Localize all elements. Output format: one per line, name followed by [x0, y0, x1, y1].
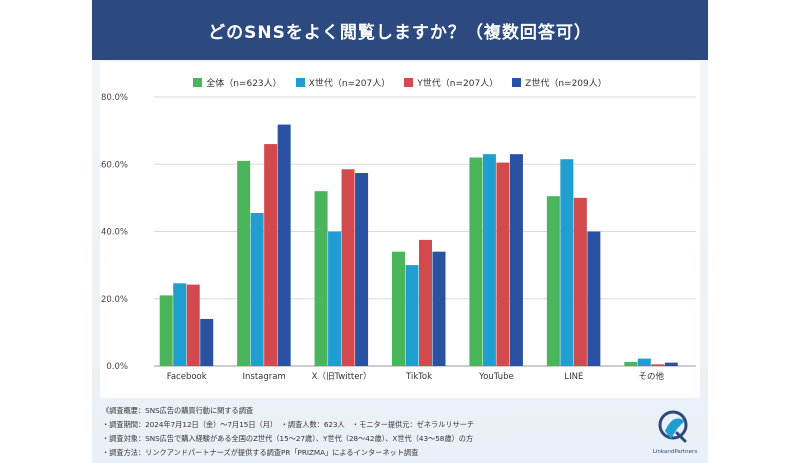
x-tick-label: Facebook	[167, 372, 207, 382]
logo-text: LinkandPartners	[653, 449, 698, 455]
logo-tail	[675, 431, 687, 443]
bar	[419, 239, 432, 366]
bar	[405, 265, 419, 366]
bar	[200, 318, 214, 366]
legend-label: 全体（n=623人）	[206, 79, 282, 89]
bar	[355, 172, 369, 366]
legend-label: X世代（n=207人）	[308, 79, 391, 89]
x-tick-label: LINE	[564, 372, 583, 382]
x-tick-label: Instagram	[243, 372, 286, 382]
note-line: 《調査概要：SNS広告の購買行動に関する調査	[102, 406, 254, 415]
bar	[624, 361, 638, 366]
x-tick-label: X（旧Twitter）	[312, 371, 372, 382]
legend-label: Z世代（n=209人）	[525, 79, 607, 89]
legend-swatch	[404, 78, 414, 87]
chart-title: どのSNSをよく閲覧しますか？（複数回答可）	[92, 0, 708, 60]
bar	[264, 144, 278, 366]
legend-swatch	[512, 78, 522, 87]
x-tick-label: その他	[639, 371, 665, 382]
bar-chart: 0.0% 20.0% 40.0% 60.0% 80.0% Facebook Instagra…	[101, 93, 696, 382]
bar	[159, 295, 173, 366]
bar	[173, 283, 187, 366]
logo-ring	[658, 410, 688, 440]
x-tick-label: TikTok	[405, 372, 432, 382]
note-line: ・調査期間：2024年7月12日（金）〜7月15日（月） ・調査人数：623人 …	[102, 420, 475, 429]
legend-item-z-gen: Z世代（n=209人）	[512, 76, 607, 89]
bar	[509, 154, 523, 366]
bar	[250, 213, 264, 366]
bar	[496, 162, 510, 366]
y-tick-label: 0.0%	[106, 362, 128, 372]
link-and-partners-logo: LinkandPartners	[653, 410, 698, 455]
y-tick-label: 20.0%	[101, 295, 128, 305]
legend-swatch	[295, 78, 305, 87]
bar	[237, 160, 251, 366]
bar	[587, 231, 601, 366]
x-tick-label: YouTube	[478, 372, 514, 382]
legend: 全体（n=623人） X世代（n=207人） Y世代（n=207人） Z世代（n…	[92, 76, 708, 89]
bar	[482, 154, 496, 366]
legend-item-x-gen: X世代（n=207人）	[295, 76, 391, 89]
infographic: どのSNSをよく閲覧しますか？（複数回答可） 全体（n=623人） X世代（n=…	[92, 0, 708, 463]
y-tick-label: 80.0%	[101, 93, 128, 103]
bar	[560, 159, 574, 366]
bar	[637, 358, 651, 366]
bar	[573, 197, 587, 366]
bar	[314, 191, 328, 366]
note-line: ・調査対象：SNS広告で購入経験がある全国のZ世代（15〜27歳）、Y世代（28…	[102, 434, 474, 443]
survey-notes: 《調査概要：SNS広告の購買行動に関する調査 ・調査期間：2024年7月12日（…	[102, 404, 642, 460]
bar	[341, 169, 355, 366]
bar	[186, 284, 200, 366]
bar	[546, 196, 560, 366]
legend-item-all: 全体（n=623人）	[193, 76, 282, 89]
bar	[664, 362, 678, 366]
bar	[392, 251, 405, 366]
note-line: ・調査方法：リンクアンドパートナーズが提供する調査PR「PRIZMA」によるイン…	[102, 448, 419, 457]
bar	[328, 231, 342, 366]
bar	[651, 364, 665, 366]
legend-swatch	[193, 78, 203, 87]
bar	[469, 157, 483, 366]
logo-swoosh	[665, 418, 685, 439]
y-tick-label: 40.0%	[101, 228, 128, 238]
legend-item-y-gen: Y世代（n=207人）	[404, 76, 498, 89]
y-tick-label: 60.0%	[101, 160, 128, 170]
bar	[432, 251, 446, 366]
bar	[277, 124, 291, 366]
legend-label: Y世代（n=207人）	[417, 79, 499, 89]
